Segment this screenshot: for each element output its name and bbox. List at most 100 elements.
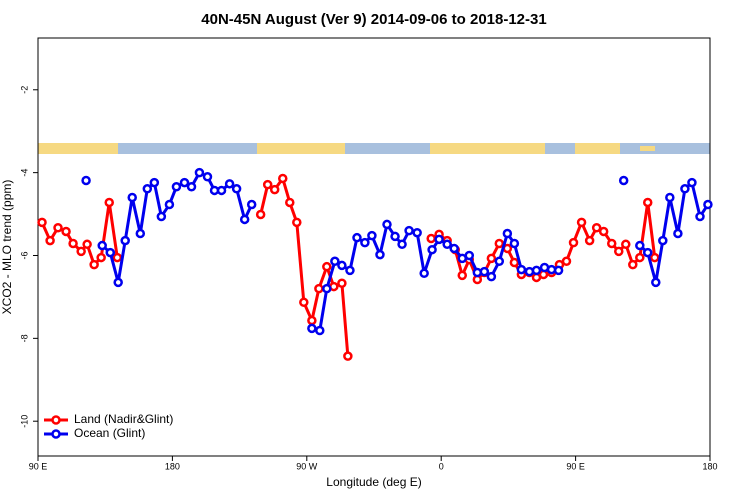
data-point xyxy=(628,259,638,270)
data-point xyxy=(285,197,295,208)
data-point xyxy=(97,240,107,251)
y-axis-label: XCO2 - MLO trend (ppm) xyxy=(0,180,14,315)
data-point xyxy=(449,243,459,254)
data-point xyxy=(642,247,653,258)
data-point xyxy=(337,260,347,271)
data-point xyxy=(642,197,653,208)
data-point xyxy=(703,199,713,210)
data-point xyxy=(509,238,520,249)
data-point xyxy=(553,265,564,276)
plot-frame xyxy=(37,37,711,457)
data-point xyxy=(149,177,160,188)
x-tick-label: 90 E xyxy=(566,461,585,471)
data-point xyxy=(360,237,370,248)
data-point xyxy=(494,238,505,249)
y-tick-label: -6 xyxy=(19,251,29,259)
data-point xyxy=(397,239,407,250)
data-point xyxy=(618,175,629,186)
data-point xyxy=(434,234,444,245)
data-point xyxy=(427,244,437,255)
data-point xyxy=(649,252,660,263)
data-point xyxy=(464,250,475,261)
data-point xyxy=(584,235,595,246)
data-point xyxy=(216,185,227,196)
data-point xyxy=(127,192,137,203)
data-point xyxy=(375,249,385,260)
data-point xyxy=(345,265,355,276)
data-point xyxy=(96,252,106,263)
x-axis-label: Longitude (deg E) xyxy=(326,475,421,489)
data-point xyxy=(621,239,631,250)
data-point xyxy=(591,222,602,233)
data-point xyxy=(687,177,697,188)
data-point xyxy=(531,265,542,276)
data-point xyxy=(255,209,266,220)
data-point xyxy=(561,256,572,267)
data-point xyxy=(315,325,325,336)
data-point xyxy=(382,219,392,230)
data-point xyxy=(171,181,182,192)
data-point xyxy=(658,235,668,246)
data-point xyxy=(486,253,497,264)
data-point xyxy=(390,231,400,242)
data-point xyxy=(104,197,114,208)
data-point xyxy=(82,239,92,250)
data-point xyxy=(142,184,153,194)
data-point xyxy=(179,177,190,188)
data-point xyxy=(307,315,317,326)
x-tick-label: 180 xyxy=(165,461,180,471)
data-point xyxy=(76,246,86,257)
y-tick-label: -4 xyxy=(19,169,29,177)
data-point xyxy=(665,192,675,203)
data-point xyxy=(278,173,288,184)
data-point xyxy=(635,252,645,263)
data-point xyxy=(81,175,91,186)
legend-label: Ocean (Glint) xyxy=(74,426,145,440)
data-point xyxy=(598,226,609,237)
data-point xyxy=(412,227,422,238)
data-point xyxy=(231,184,242,194)
data-point xyxy=(614,246,624,257)
data-point xyxy=(568,237,579,248)
data-point xyxy=(635,240,645,251)
data-point xyxy=(246,199,257,210)
data-point xyxy=(419,268,429,279)
x-tick-label: 90 E xyxy=(29,461,48,471)
data-point xyxy=(314,283,324,294)
data-point xyxy=(509,257,520,268)
data-point xyxy=(442,239,452,250)
legend-label: Land (Nadir&Glint) xyxy=(74,412,173,426)
data-point xyxy=(502,228,513,239)
data-point xyxy=(113,277,123,288)
data-point xyxy=(53,222,63,233)
data-point xyxy=(224,179,235,189)
data-point xyxy=(37,217,47,228)
data-point xyxy=(695,211,705,222)
data-point xyxy=(194,167,205,178)
data-point xyxy=(330,256,340,267)
x-tick-label: 0 xyxy=(439,461,444,471)
data-point xyxy=(322,261,332,272)
data-point xyxy=(105,247,116,258)
x-tick-label: 90 W xyxy=(296,461,318,471)
y-tick-label: -10 xyxy=(19,415,29,428)
data-point xyxy=(367,230,377,241)
data-point xyxy=(135,228,146,239)
data-point xyxy=(606,238,617,249)
data-point xyxy=(186,181,197,192)
data-point xyxy=(404,225,414,236)
data-point xyxy=(673,228,683,239)
data-point xyxy=(343,351,353,361)
data-point xyxy=(68,238,78,249)
data-point xyxy=(322,283,332,294)
data-point xyxy=(494,256,505,267)
data-point xyxy=(202,172,213,182)
data-point xyxy=(307,323,317,334)
chart-title: 40N-45N August (Ver 9) 2014-09-06 to 201… xyxy=(201,11,546,28)
data-point xyxy=(292,217,302,228)
data-point xyxy=(680,184,690,194)
land-ocean-strip xyxy=(38,143,710,154)
data-point xyxy=(262,179,273,190)
